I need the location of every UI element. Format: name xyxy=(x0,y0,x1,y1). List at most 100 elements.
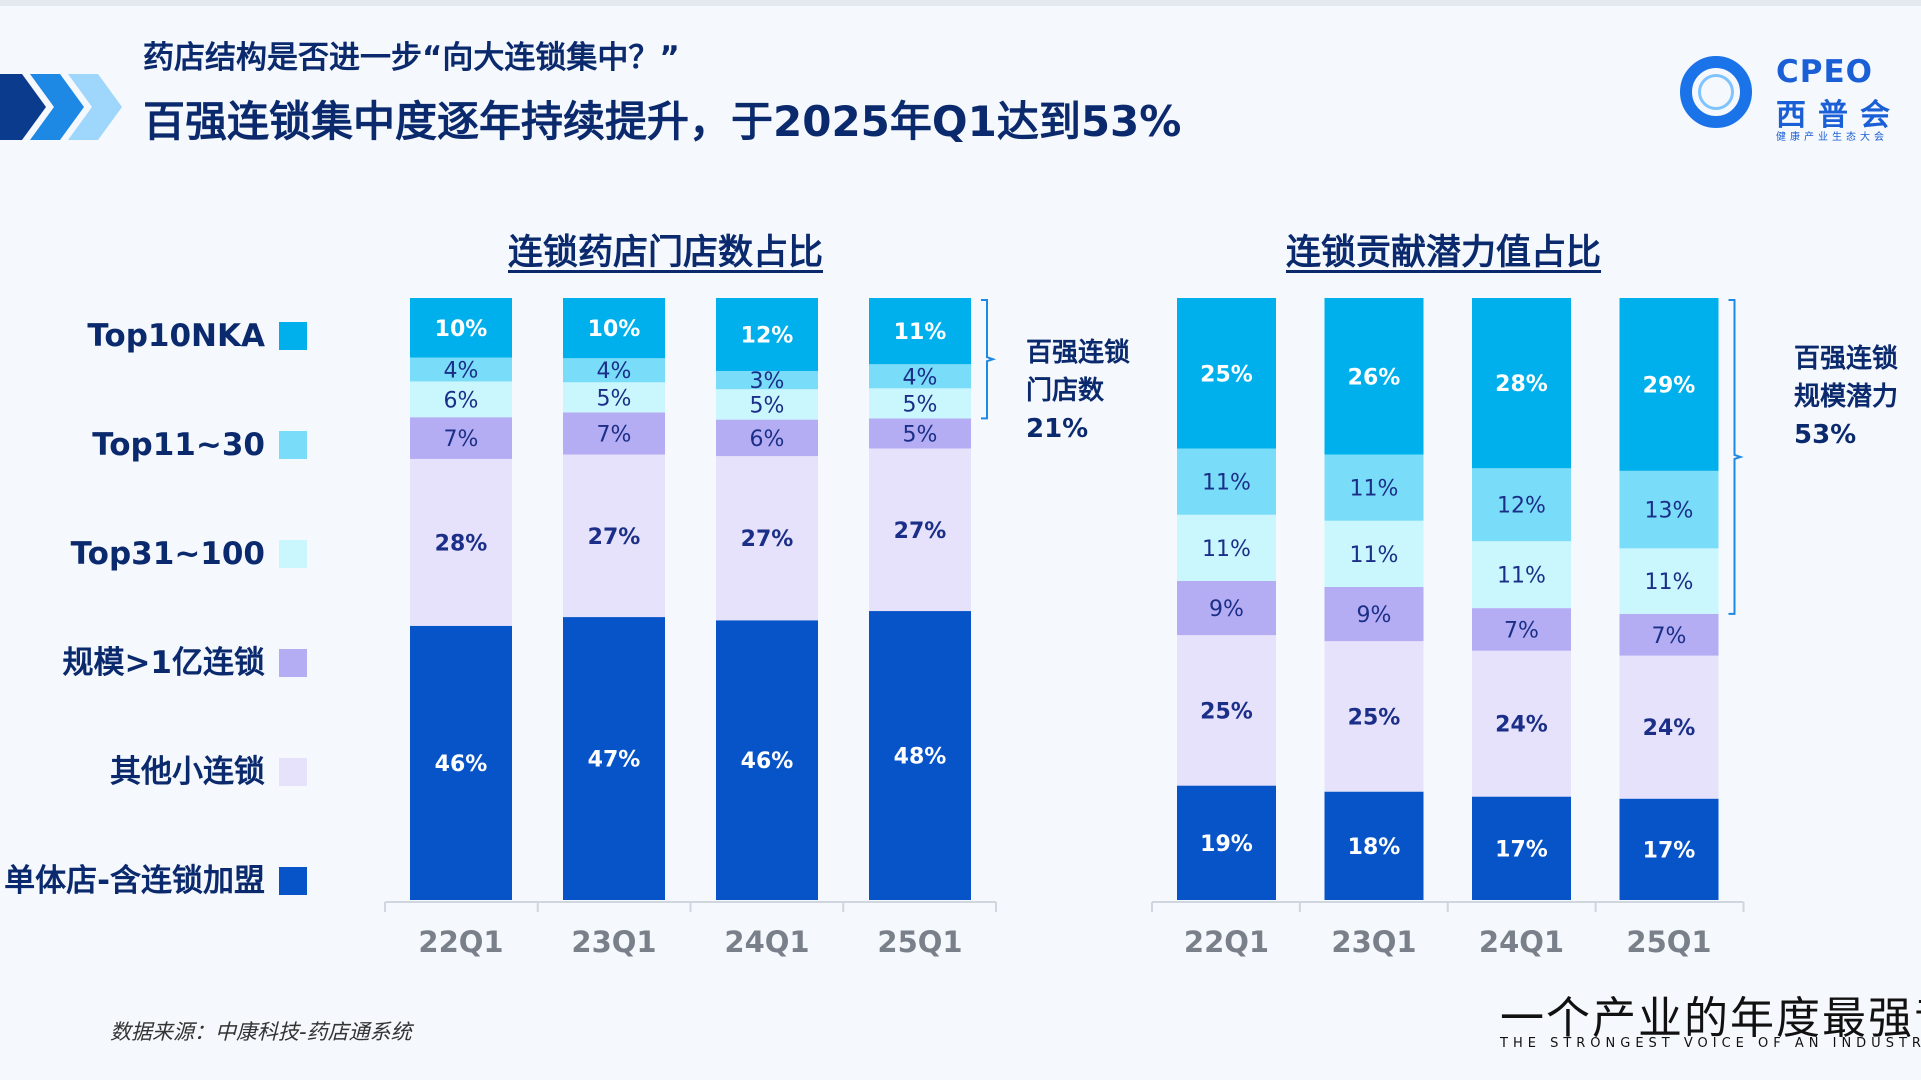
data-label: 10% xyxy=(435,317,488,342)
legend-label: Top10NKA xyxy=(87,318,265,354)
data-label: 7% xyxy=(597,422,632,447)
slogan: 一个产业的年度最强音 xyxy=(1500,993,1921,1044)
bar-segment xyxy=(1619,655,1719,799)
data-label: 47% xyxy=(588,748,641,773)
cpeo-logo: CPEO 西普会 健康产业生态大会 xyxy=(1680,52,1910,152)
x-tick-label: 24Q1 xyxy=(1479,925,1564,959)
chevron-arrows-icon xyxy=(0,74,122,140)
logo-ring-icon xyxy=(1680,56,1752,128)
data-label: 18% xyxy=(1348,835,1401,860)
bar-segment xyxy=(869,298,971,365)
bar-segment xyxy=(1324,454,1424,521)
legend-swatch xyxy=(279,649,307,677)
data-label: 27% xyxy=(894,519,947,544)
logo-text: CPEO xyxy=(1776,54,1873,90)
page-title: 百强连锁集中度逐年持续提升，于2025年Q1达到53% xyxy=(143,97,1182,146)
x-tick-label: 25Q1 xyxy=(877,925,962,959)
x-tick-label: 24Q1 xyxy=(724,925,809,959)
bar-segment xyxy=(1619,298,1719,471)
bar-segment xyxy=(563,617,665,900)
logo-small-text: 健康产业生态大会 xyxy=(1776,132,1888,143)
x-tick-label: 23Q1 xyxy=(1331,925,1416,959)
data-label: 12% xyxy=(741,323,794,348)
bar-segment xyxy=(1324,641,1424,792)
store-share-chart: 46%28%7%6%4%10%22Q147%27%7%5%4%10%23Q146… xyxy=(384,298,997,959)
bar-segment xyxy=(869,418,971,449)
logo-chinese-text: 西普会 xyxy=(1776,98,1902,133)
data-label: 4% xyxy=(903,365,938,390)
bar-segment xyxy=(410,357,512,382)
bracket-icon xyxy=(1728,299,1744,615)
bracket-icon xyxy=(981,299,997,420)
x-tick-label: 22Q1 xyxy=(418,925,503,959)
bar-segment xyxy=(1619,548,1719,614)
data-label: 9% xyxy=(1209,597,1244,622)
legend-label: Top11~30 xyxy=(92,427,265,463)
data-label: 5% xyxy=(903,392,938,417)
annotation-value: 21% xyxy=(1026,414,1089,444)
bar-segment xyxy=(1472,468,1571,542)
legend-swatch xyxy=(279,540,307,568)
data-label: 28% xyxy=(435,531,488,556)
data-label: 6% xyxy=(444,388,479,413)
data-label: 11% xyxy=(1202,537,1251,562)
data-label: 11% xyxy=(1202,471,1251,496)
page-subtitle: 药店结构是否进一步“向大连锁集中？” xyxy=(143,40,680,76)
legend-label: 单体店-含连锁加盟 xyxy=(4,863,265,899)
data-label: 13% xyxy=(1645,499,1694,524)
bar-segment xyxy=(1324,520,1424,587)
annotation-value: 53% xyxy=(1794,420,1857,450)
slogan-english: THE STRONGEST VOICE OF AN INDUSTRY xyxy=(1500,1036,1921,1051)
data-label: 3% xyxy=(750,369,785,394)
data-label: 11% xyxy=(1645,570,1694,595)
data-label: 27% xyxy=(741,527,794,552)
potential-share-chart: 19% 25% 9% 11% 11% 25% 22Q1 18% 25% 9% 11% 11% 26% 23… xyxy=(1151,298,1745,959)
data-label: 11% xyxy=(894,320,947,345)
bar-segment xyxy=(716,456,818,621)
bar-segment xyxy=(410,625,512,900)
bar-segment xyxy=(869,364,971,389)
bar-segment xyxy=(869,448,971,612)
bar-segment xyxy=(1177,514,1276,581)
data-label: 7% xyxy=(444,427,479,452)
right-chart-title: 连锁贡献潜力值占比 xyxy=(1286,233,1602,273)
bar-segment xyxy=(1324,586,1424,642)
legend-swatch xyxy=(279,758,307,786)
data-label: 27% xyxy=(588,525,641,550)
bar-segment xyxy=(563,358,665,383)
data-label: 7% xyxy=(1652,624,1687,649)
data-label: 17% xyxy=(1495,837,1548,862)
data-label: 19% xyxy=(1200,832,1253,857)
bar-segment xyxy=(1324,791,1424,900)
bar-segment xyxy=(410,417,512,459)
data-label: 5% xyxy=(903,422,938,447)
bar-segment xyxy=(1472,796,1571,900)
data-label: 17% xyxy=(1643,838,1696,863)
x-tick-label: 22Q1 xyxy=(1184,925,1269,959)
legend-swatch xyxy=(279,867,307,895)
bar-segment xyxy=(1324,298,1424,455)
bar-segment xyxy=(1619,470,1719,549)
bar-segment xyxy=(1177,448,1276,515)
bar-segment xyxy=(1177,298,1276,449)
data-label: 25% xyxy=(1200,699,1253,724)
data-label: 10% xyxy=(588,317,641,342)
bar-segment xyxy=(563,298,665,359)
bar-segment xyxy=(1177,580,1276,636)
annotation-line: 百强连锁 xyxy=(1026,338,1131,368)
bar-segment xyxy=(716,298,818,371)
bar-segment xyxy=(410,458,512,626)
bar-segment xyxy=(869,388,971,419)
bar-segment xyxy=(1472,608,1571,651)
bar-segment xyxy=(716,419,818,457)
x-tick-label: 25Q1 xyxy=(1626,925,1711,959)
bar-segment xyxy=(1619,798,1719,900)
data-label: 7% xyxy=(1504,618,1539,643)
legend-label: 规模>1亿连锁 xyxy=(62,645,265,681)
bar-segment xyxy=(410,298,512,358)
annotation-line: 门店数 xyxy=(1026,376,1105,406)
bar-segment xyxy=(410,381,512,418)
bar-segment xyxy=(1177,635,1276,786)
data-label: 26% xyxy=(1348,365,1401,390)
bar-segment xyxy=(1177,785,1276,900)
